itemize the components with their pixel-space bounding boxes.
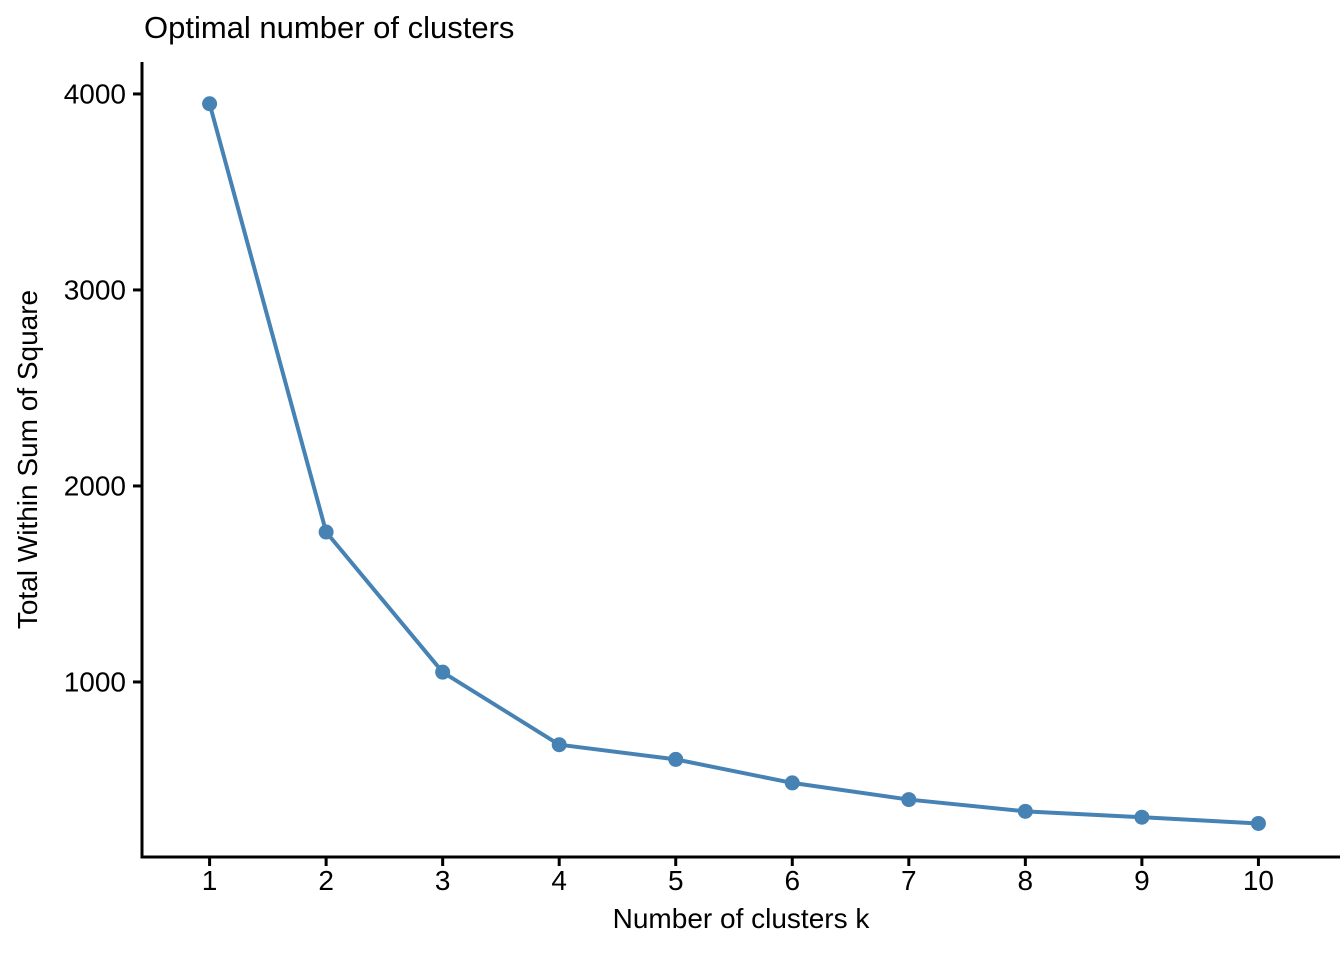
y-axis-title: Total Within Sum of Square — [12, 289, 43, 630]
y-tick-label: 3000 — [64, 274, 126, 305]
y-tick-label: 1000 — [64, 666, 126, 697]
data-point — [1017, 803, 1033, 819]
data-point — [901, 792, 917, 808]
x-axis-title: Number of clusters k — [612, 903, 870, 934]
x-tick-label: 3 — [435, 865, 451, 896]
chart-title: Optimal number of clusters — [144, 10, 515, 45]
x-tick-label: 10 — [1243, 865, 1274, 896]
data-point — [202, 96, 218, 112]
x-tick-label: 4 — [551, 865, 567, 896]
data-point — [551, 737, 567, 753]
x-tick-label: 1 — [202, 865, 218, 896]
data-point — [668, 751, 684, 767]
data-point — [435, 664, 451, 680]
x-tick-label: 6 — [784, 865, 800, 896]
x-tick-label: 7 — [901, 865, 917, 896]
data-point — [784, 775, 800, 791]
x-tick-label: 9 — [1134, 865, 1150, 896]
data-point — [1250, 815, 1266, 831]
series-line — [207, 101, 1261, 826]
x-tick-label: 2 — [318, 865, 334, 896]
data-point — [1134, 809, 1150, 825]
y-tick-label: 4000 — [64, 78, 126, 109]
x-tick-label: 5 — [668, 865, 684, 896]
x-tick-label: 8 — [1018, 865, 1034, 896]
data-point — [318, 524, 334, 540]
y-tick-label: 2000 — [64, 470, 126, 501]
